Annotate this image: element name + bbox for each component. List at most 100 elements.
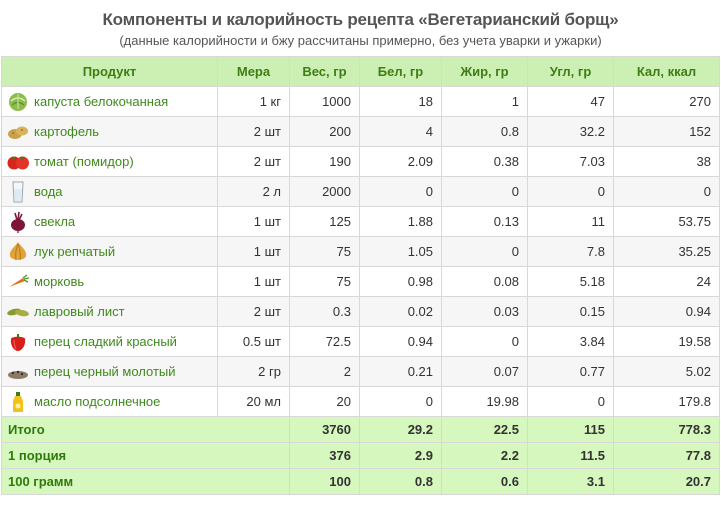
- table-row: перец черный молотый 2 гр 2 0.21 0.07 0.77 5.0…: [1, 356, 720, 387]
- table-header-row: Продукт Мера Вес, гр Бел, гр Жир, гр Угл…: [1, 56, 720, 87]
- carbs-cell: 7.03: [527, 146, 614, 177]
- product-link[interactable]: картофель: [34, 124, 100, 139]
- carbs-cell: 0.15: [527, 296, 614, 327]
- weight-cell: 72.5: [289, 326, 360, 357]
- product-link[interactable]: капуста белокочанная: [34, 94, 169, 109]
- weight-cell: 75: [289, 236, 360, 267]
- header-protein: Бел, гр: [359, 56, 442, 87]
- measure-cell: 0.5 шт: [217, 326, 290, 357]
- total-carbs: 11.5: [527, 442, 614, 469]
- total-kcal: 778.3: [613, 416, 720, 443]
- totals-label: 100 грамм: [1, 468, 290, 495]
- beet-icon: [6, 211, 30, 233]
- carbs-cell: 0.77: [527, 356, 614, 387]
- weight-cell: 2000: [289, 176, 360, 207]
- product-cell[interactable]: лавровый лист: [1, 296, 218, 327]
- table-row: томат (помидор) 2 шт 190 2.09 0.38 7.03 38: [1, 146, 720, 177]
- protein-cell: 4: [359, 116, 442, 147]
- total-kcal: 77.8: [613, 442, 720, 469]
- header-measure: Мера: [217, 56, 290, 87]
- weight-cell: 2: [289, 356, 360, 387]
- carbs-cell: 5.18: [527, 266, 614, 297]
- weight-cell: 125: [289, 206, 360, 237]
- fat-cell: 0: [441, 236, 528, 267]
- total-weight: 3760: [289, 416, 360, 443]
- measure-cell: 2 л: [217, 176, 290, 207]
- fat-cell: 0: [441, 176, 528, 207]
- total-fat: 2.2: [441, 442, 528, 469]
- carbs-cell: 0: [527, 386, 614, 417]
- fat-cell: 19.98: [441, 386, 528, 417]
- fat-cell: 0.08: [441, 266, 528, 297]
- product-link[interactable]: перец сладкий красный: [34, 334, 177, 349]
- tomato-icon: [6, 151, 30, 173]
- total-fat: 22.5: [441, 416, 528, 443]
- product-cell[interactable]: картофель: [1, 116, 218, 147]
- fat-cell: 0.13: [441, 206, 528, 237]
- measure-cell: 20 мл: [217, 386, 290, 417]
- kcal-cell: 19.58: [613, 326, 720, 357]
- bay-leaf-icon: [6, 301, 30, 323]
- potato-icon: [6, 121, 30, 143]
- measure-cell: 2 шт: [217, 146, 290, 177]
- carbs-cell: 0: [527, 176, 614, 207]
- red-pepper-icon: [6, 331, 30, 353]
- weight-cell: 190: [289, 146, 360, 177]
- product-cell[interactable]: перец сладкий красный: [1, 326, 218, 357]
- product-link[interactable]: вода: [34, 184, 63, 199]
- header-carbs: Угл, гр: [527, 56, 614, 87]
- fat-cell: 0: [441, 326, 528, 357]
- product-cell[interactable]: масло подсолнечное: [1, 386, 218, 417]
- total-protein: 0.8: [359, 468, 442, 495]
- protein-cell: 0.02: [359, 296, 442, 327]
- weight-cell: 200: [289, 116, 360, 147]
- measure-cell: 1 кг: [217, 86, 290, 117]
- table-row: перец сладкий красный 0.5 шт 72.5 0.94 0 3.84…: [1, 326, 720, 357]
- product-link[interactable]: морковь: [34, 274, 85, 289]
- total-fat: 0.6: [441, 468, 528, 495]
- kcal-cell: 152: [613, 116, 720, 147]
- product-link[interactable]: свекла: [34, 214, 76, 229]
- protein-cell: 1.05: [359, 236, 442, 267]
- totals-row: Итого 3760 29.2 22.5 115 778.3: [1, 416, 720, 443]
- total-protein: 29.2: [359, 416, 442, 443]
- protein-cell: 0: [359, 386, 442, 417]
- product-cell[interactable]: лук репчатый: [1, 236, 218, 267]
- product-cell[interactable]: вода: [1, 176, 218, 207]
- kcal-cell: 270: [613, 86, 720, 117]
- black-pepper-icon: [6, 361, 30, 383]
- product-cell[interactable]: свекла: [1, 206, 218, 237]
- table-row: лук репчатый 1 шт 75 1.05 0 7.8 35.25: [1, 236, 720, 267]
- total-carbs: 115: [527, 416, 614, 443]
- product-cell[interactable]: морковь: [1, 266, 218, 297]
- carbs-cell: 7.8: [527, 236, 614, 267]
- measure-cell: 2 шт: [217, 296, 290, 327]
- product-link[interactable]: томат (помидор): [34, 154, 134, 169]
- totals-label: Итого: [1, 416, 290, 443]
- product-link[interactable]: лук репчатый: [34, 244, 116, 259]
- kcal-cell: 38: [613, 146, 720, 177]
- recipe-subtitle: (данные калорийности и бжу рассчитаны пр…: [119, 33, 602, 48]
- carbs-cell: 47: [527, 86, 614, 117]
- kcal-cell: 35.25: [613, 236, 720, 267]
- header-product: Продукт: [1, 56, 218, 87]
- product-cell[interactable]: перец черный молотый: [1, 356, 218, 387]
- kcal-cell: 0.94: [613, 296, 720, 327]
- header-kcal: Кал, ккал: [613, 56, 720, 87]
- carbs-cell: 3.84: [527, 326, 614, 357]
- product-cell[interactable]: томат (помидор): [1, 146, 218, 177]
- table-row: лавровый лист 2 шт 0.3 0.02 0.03 0.15 0.94: [1, 296, 720, 327]
- table-row: капуста белокочанная 1 кг 1000 18 1 47 270: [1, 86, 720, 117]
- product-cell[interactable]: капуста белокочанная: [1, 86, 218, 117]
- cabbage-icon: [6, 91, 30, 113]
- fat-cell: 0.03: [441, 296, 528, 327]
- table-row: вода 2 л 2000 0 0 0 0: [1, 176, 720, 207]
- weight-cell: 20: [289, 386, 360, 417]
- protein-cell: 0: [359, 176, 442, 207]
- totals-label: 1 порция: [1, 442, 290, 469]
- product-link[interactable]: лавровый лист: [34, 304, 125, 319]
- product-link[interactable]: перец черный молотый: [34, 364, 176, 379]
- product-link[interactable]: масло подсолнечное: [34, 394, 161, 409]
- measure-cell: 2 шт: [217, 116, 290, 147]
- protein-cell: 2.09: [359, 146, 442, 177]
